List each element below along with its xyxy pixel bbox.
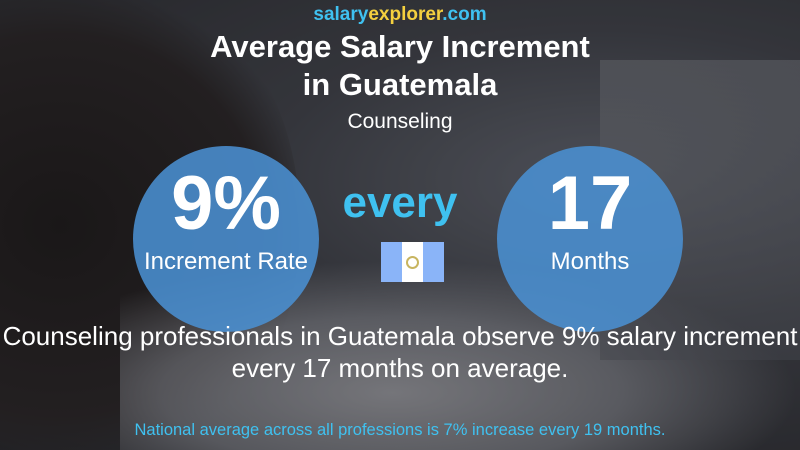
national-average: National average across all professions … — [134, 421, 666, 439]
guatemala-flag-icon — [381, 242, 444, 282]
connector-text: every — [342, 178, 458, 227]
title-line-2: in Guatemala — [302, 67, 498, 102]
site-logo[interactable]: salaryexplorer.com — [0, 4, 800, 26]
rate-circle: 9% Increment Rate — [133, 146, 319, 332]
description: Counseling professionals in Guatemala ob… — [2, 321, 798, 383]
period-circle: 17 Months — [497, 146, 683, 332]
period-label: Months — [550, 248, 630, 275]
page-title: Average Salary Increment in Guatemala — [0, 28, 800, 104]
period-value: 17 — [547, 161, 633, 246]
rate-value: 9% — [171, 161, 281, 246]
logo-explorer: explorer — [368, 4, 443, 25]
logo-com: .com — [442, 4, 487, 25]
rate-label: Increment Rate — [143, 248, 309, 275]
logo-salary: salary — [313, 4, 369, 25]
title-line-1: Average Salary Increment — [210, 29, 590, 64]
subtitle: Counseling — [347, 110, 453, 133]
